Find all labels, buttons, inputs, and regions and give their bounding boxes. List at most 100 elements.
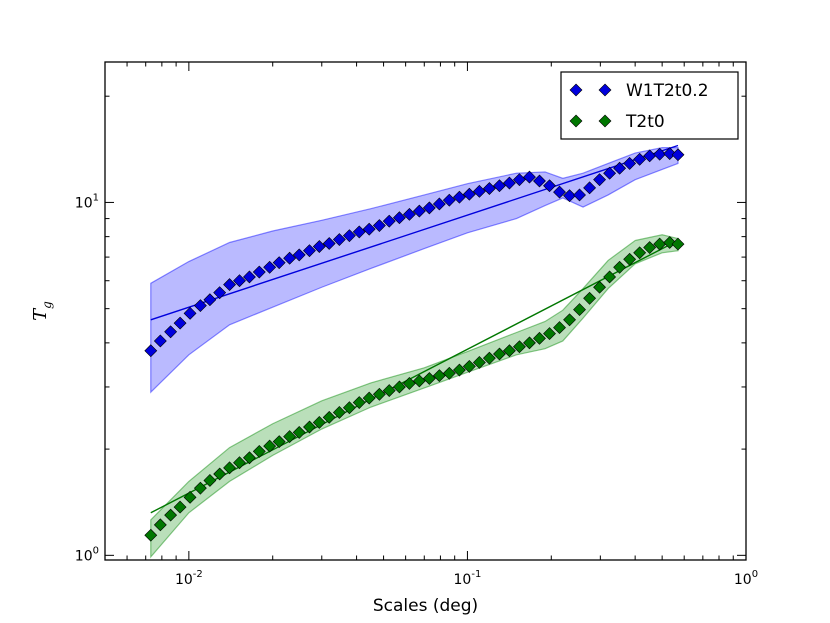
- data-point: [573, 303, 586, 317]
- data-point: [303, 244, 316, 258]
- x-axis-label: Scales (deg): [373, 596, 478, 616]
- data-point: [144, 528, 158, 542]
- data-point: [283, 430, 297, 444]
- data-point: [382, 384, 396, 397]
- data-point: [663, 147, 677, 161]
- data-point: [153, 518, 167, 532]
- data-point: [213, 467, 227, 481]
- data-markers: [144, 147, 685, 542]
- data-point: [223, 278, 236, 292]
- y-tick-label: 101: [75, 192, 99, 211]
- legend-marker: [569, 114, 583, 128]
- data-point: [312, 240, 326, 253]
- data-point: [342, 229, 356, 243]
- data-point: [422, 201, 436, 215]
- data-point: [453, 190, 466, 204]
- legend-label: W1T2t0.2: [626, 81, 709, 101]
- data-point: [342, 401, 356, 415]
- data-point: [422, 372, 436, 385]
- data-point: [173, 316, 187, 330]
- data-point: [283, 251, 297, 265]
- data-point: [223, 461, 236, 475]
- legend-marker: [569, 83, 583, 97]
- data-point: [573, 188, 586, 202]
- data-point: [173, 500, 187, 514]
- data-point: [303, 420, 316, 434]
- data-point: [553, 185, 566, 199]
- data-point: [183, 306, 197, 320]
- data-point: [513, 340, 526, 354]
- data-point: [402, 207, 416, 221]
- data-point: [623, 156, 637, 170]
- y-axis-label: Tg: [30, 301, 54, 321]
- data-point: [332, 233, 346, 246]
- data-point: [292, 248, 306, 262]
- data-point: [613, 260, 627, 274]
- data-point: [633, 246, 647, 260]
- x-tick-label: 100: [734, 569, 758, 588]
- data-point: [523, 170, 536, 184]
- data-point: [442, 193, 456, 207]
- data-point: [322, 237, 336, 250]
- data-point: [362, 222, 376, 236]
- data-point: [153, 334, 167, 348]
- tick-labels: 10-2 10-1 100 100 101: [75, 192, 758, 588]
- data-point: [533, 174, 546, 188]
- data-point: [183, 490, 197, 504]
- data-point: [593, 173, 606, 187]
- data-point: [462, 187, 476, 201]
- data-point: [412, 374, 426, 388]
- data-point: [671, 148, 685, 162]
- data-point: [603, 270, 617, 284]
- data-point: [653, 147, 667, 161]
- data-point: [503, 344, 516, 358]
- data-point: [252, 444, 266, 458]
- data-point: [493, 179, 506, 193]
- data-point: [563, 313, 576, 327]
- data-point: [543, 327, 556, 340]
- data-point: [513, 173, 526, 187]
- data-point: [623, 252, 637, 266]
- data-point: [164, 508, 178, 522]
- data-point: [671, 237, 685, 251]
- axis-ticks: [104, 62, 747, 560]
- data-point: [372, 387, 386, 401]
- data-point: [482, 182, 496, 195]
- fit-line-0: [150, 144, 679, 321]
- data-point: [392, 380, 406, 394]
- plot-frame: [104, 61, 747, 561]
- legend-label: T2t0: [625, 112, 665, 132]
- data-point: [643, 241, 657, 254]
- data-point: [382, 214, 396, 228]
- data-point: [503, 176, 516, 190]
- data-point: [553, 321, 566, 334]
- data-point: [332, 406, 346, 419]
- data-point: [352, 225, 366, 239]
- data-point: [272, 256, 286, 270]
- data-point: [193, 481, 207, 495]
- x-tick-label: 10-2: [175, 569, 203, 588]
- legend: W1T2t0.2 T2t0: [560, 71, 739, 140]
- data-point: [583, 181, 597, 195]
- data-point: [203, 474, 217, 487]
- data-point: [442, 366, 456, 380]
- y-tick-label: 100: [75, 545, 99, 564]
- data-point: [193, 299, 207, 313]
- data-point: [472, 356, 486, 369]
- data-point: [203, 293, 217, 307]
- data-point: [432, 197, 446, 211]
- data-point: [593, 280, 606, 294]
- data-point: [603, 166, 617, 180]
- data-point: [243, 451, 256, 465]
- data-point: [144, 344, 158, 358]
- legend-marker: [598, 114, 612, 128]
- data-point: [213, 286, 227, 300]
- x-tick-label: 10-1: [454, 569, 482, 588]
- data-point: [252, 265, 266, 279]
- data-point: [583, 291, 597, 305]
- data-point: [523, 336, 536, 350]
- data-point: [362, 391, 376, 405]
- data-point: [412, 204, 426, 218]
- data-point: [663, 236, 677, 249]
